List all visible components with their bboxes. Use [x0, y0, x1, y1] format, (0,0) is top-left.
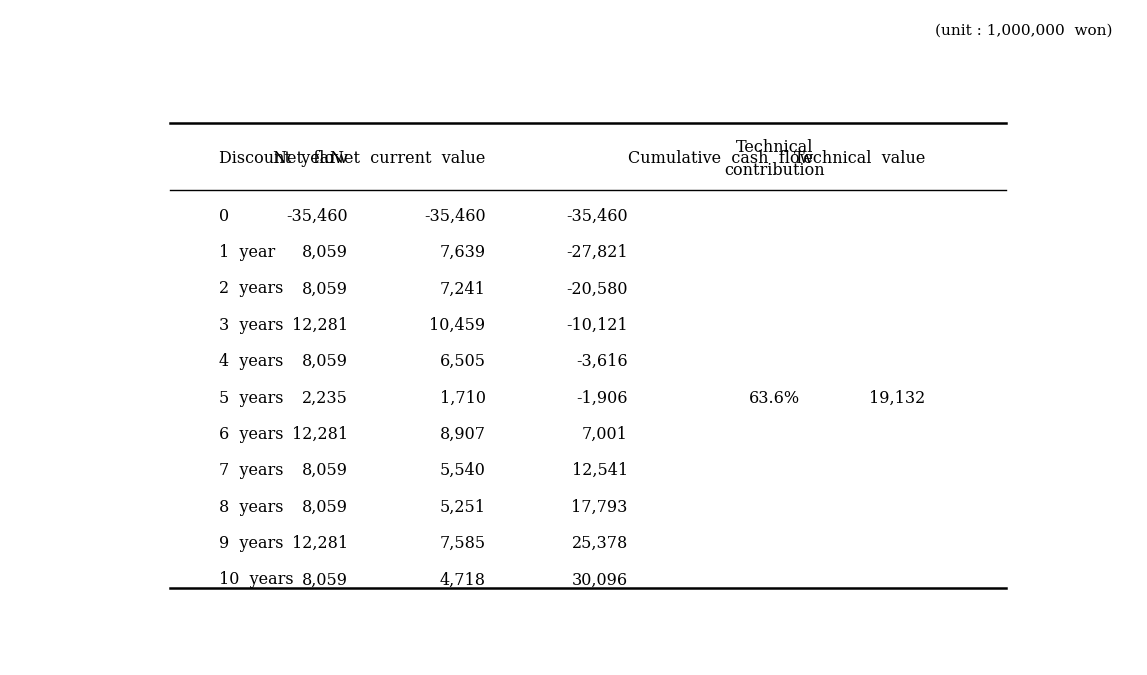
Text: 5,251: 5,251 — [439, 499, 485, 516]
Text: 4,718: 4,718 — [439, 572, 485, 589]
Text: 8,059: 8,059 — [302, 462, 348, 479]
Text: 12,281: 12,281 — [291, 535, 348, 552]
Text: 0: 0 — [219, 208, 229, 225]
Text: 19,132: 19,132 — [869, 389, 926, 406]
Text: 8,907: 8,907 — [439, 426, 485, 443]
Text: Cumulative  cash  flow: Cumulative cash flow — [627, 151, 813, 167]
Text: 5  years: 5 years — [219, 389, 283, 406]
Text: -35,460: -35,460 — [287, 208, 348, 225]
Text: 12,281: 12,281 — [291, 426, 348, 443]
Text: -1,906: -1,906 — [576, 389, 627, 406]
Text: -27,821: -27,821 — [567, 244, 627, 261]
Text: 2  years: 2 years — [219, 280, 283, 298]
Text: -35,460: -35,460 — [567, 208, 627, 225]
Text: 10,459: 10,459 — [429, 317, 485, 333]
Text: 5,540: 5,540 — [439, 462, 485, 479]
Text: 30,096: 30,096 — [571, 572, 627, 589]
Text: 63.6%: 63.6% — [749, 389, 801, 406]
Text: 10  years: 10 years — [219, 572, 294, 589]
Text: 12,541: 12,541 — [571, 462, 627, 479]
Text: 6  years: 6 years — [219, 426, 283, 443]
Text: Technical  value: Technical value — [794, 151, 926, 167]
Text: 17,793: 17,793 — [571, 499, 627, 516]
Text: 9  years: 9 years — [219, 535, 283, 552]
Text: 25,378: 25,378 — [571, 535, 627, 552]
Text: 8,059: 8,059 — [302, 499, 348, 516]
Text: (unit : 1,000,000  won): (unit : 1,000,000 won) — [935, 24, 1113, 38]
Text: -20,580: -20,580 — [567, 280, 627, 298]
Text: 7  years: 7 years — [219, 462, 283, 479]
Text: -10,121: -10,121 — [567, 317, 627, 333]
Text: 7,639: 7,639 — [439, 244, 485, 261]
Text: 6,505: 6,505 — [439, 353, 485, 370]
Text: 1  year: 1 year — [219, 244, 275, 261]
Text: Net  current  value: Net current value — [330, 151, 485, 167]
Text: -35,460: -35,460 — [424, 208, 485, 225]
Text: 8  years: 8 years — [219, 499, 283, 516]
Text: 8,059: 8,059 — [302, 353, 348, 370]
Text: Net  flow: Net flow — [273, 151, 348, 167]
Text: 1,710: 1,710 — [439, 389, 485, 406]
Text: 4  years: 4 years — [219, 353, 283, 370]
Text: 12,281: 12,281 — [291, 317, 348, 333]
Text: 7,001: 7,001 — [582, 426, 627, 443]
Text: 8,059: 8,059 — [302, 572, 348, 589]
Text: 8,059: 8,059 — [302, 244, 348, 261]
Text: 7,241: 7,241 — [439, 280, 485, 298]
Text: 8,059: 8,059 — [302, 280, 348, 298]
Text: 2,235: 2,235 — [302, 389, 348, 406]
Text: 7,585: 7,585 — [439, 535, 485, 552]
Text: 3  years: 3 years — [219, 317, 283, 333]
Text: Technical
contribution: Technical contribution — [724, 139, 825, 179]
Text: -3,616: -3,616 — [576, 353, 627, 370]
Text: Discount  year: Discount year — [219, 151, 337, 167]
